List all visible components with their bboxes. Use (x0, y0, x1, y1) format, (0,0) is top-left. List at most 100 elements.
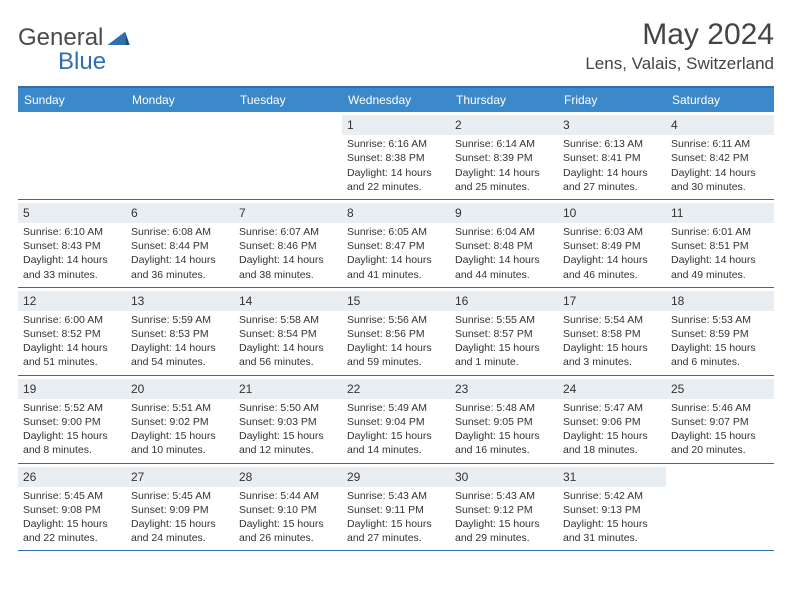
brand-part1: General (18, 24, 103, 51)
calendar-week: 12Sunrise: 6:00 AMSunset: 8:52 PMDayligh… (18, 288, 774, 376)
daylight-text: Daylight: 14 hours and 46 minutes. (563, 253, 661, 281)
page-header: GeneralBlue May 2024 Lens, Valais, Switz… (18, 18, 774, 76)
daylight-text: Daylight: 15 hours and 8 minutes. (23, 429, 121, 457)
day-number: 29 (342, 467, 450, 487)
sunset-text: Sunset: 9:13 PM (563, 503, 661, 517)
day-number: 8 (342, 203, 450, 223)
calendar-cell-empty (234, 112, 342, 199)
sunset-text: Sunset: 8:49 PM (563, 239, 661, 253)
sunrise-text: Sunrise: 6:00 AM (23, 313, 121, 327)
day-number: 26 (18, 467, 126, 487)
sunset-text: Sunset: 8:57 PM (455, 327, 553, 341)
sunrise-text: Sunrise: 6:14 AM (455, 137, 553, 151)
sunrise-text: Sunrise: 6:07 AM (239, 225, 337, 239)
daylight-text: Daylight: 15 hours and 24 minutes. (131, 517, 229, 545)
calendar-cell: 24Sunrise: 5:47 AMSunset: 9:06 PMDayligh… (558, 376, 666, 463)
sunset-text: Sunset: 9:05 PM (455, 415, 553, 429)
day-number: 19 (18, 379, 126, 399)
title-block: May 2024 Lens, Valais, Switzerland (585, 18, 774, 74)
day-number: 28 (234, 467, 342, 487)
sunset-text: Sunset: 8:43 PM (23, 239, 121, 253)
day-number: 13 (126, 291, 234, 311)
calendar-cell: 28Sunrise: 5:44 AMSunset: 9:10 PMDayligh… (234, 464, 342, 551)
dow-monday: Monday (126, 88, 234, 112)
daylight-text: Daylight: 14 hours and 36 minutes. (131, 253, 229, 281)
sunset-text: Sunset: 8:56 PM (347, 327, 445, 341)
sunrise-text: Sunrise: 5:48 AM (455, 401, 553, 415)
calendar-cell: 16Sunrise: 5:55 AMSunset: 8:57 PMDayligh… (450, 288, 558, 375)
calendar-grid: Sunday Monday Tuesday Wednesday Thursday… (18, 86, 774, 551)
sunrise-text: Sunrise: 6:10 AM (23, 225, 121, 239)
daylight-text: Daylight: 15 hours and 6 minutes. (671, 341, 769, 369)
calendar-week: 5Sunrise: 6:10 AMSunset: 8:43 PMDaylight… (18, 200, 774, 288)
calendar-cell: 6Sunrise: 6:08 AMSunset: 8:44 PMDaylight… (126, 200, 234, 287)
sunset-text: Sunset: 8:42 PM (671, 151, 769, 165)
day-number: 20 (126, 379, 234, 399)
calendar-cell: 14Sunrise: 5:58 AMSunset: 8:54 PMDayligh… (234, 288, 342, 375)
sunrise-text: Sunrise: 5:43 AM (455, 489, 553, 503)
calendar-cell: 27Sunrise: 5:45 AMSunset: 9:09 PMDayligh… (126, 464, 234, 551)
daylight-text: Daylight: 15 hours and 18 minutes. (563, 429, 661, 457)
day-number: 18 (666, 291, 774, 311)
sunset-text: Sunset: 8:59 PM (671, 327, 769, 341)
calendar-cell: 1Sunrise: 6:16 AMSunset: 8:38 PMDaylight… (342, 112, 450, 199)
sunrise-text: Sunrise: 5:43 AM (347, 489, 445, 503)
dow-friday: Friday (558, 88, 666, 112)
calendar-cell: 26Sunrise: 5:45 AMSunset: 9:08 PMDayligh… (18, 464, 126, 551)
calendar-cell: 17Sunrise: 5:54 AMSunset: 8:58 PMDayligh… (558, 288, 666, 375)
calendar-cell: 30Sunrise: 5:43 AMSunset: 9:12 PMDayligh… (450, 464, 558, 551)
calendar-cell: 5Sunrise: 6:10 AMSunset: 8:43 PMDaylight… (18, 200, 126, 287)
sunset-text: Sunset: 8:51 PM (671, 239, 769, 253)
daylight-text: Daylight: 14 hours and 51 minutes. (23, 341, 121, 369)
calendar-cell: 2Sunrise: 6:14 AMSunset: 8:39 PMDaylight… (450, 112, 558, 199)
daylight-text: Daylight: 14 hours and 30 minutes. (671, 166, 769, 194)
sunset-text: Sunset: 9:10 PM (239, 503, 337, 517)
sunset-text: Sunset: 8:41 PM (563, 151, 661, 165)
calendar-cell-empty (18, 112, 126, 199)
day-number: 12 (18, 291, 126, 311)
month-title: May 2024 (585, 18, 774, 52)
calendar-cell: 9Sunrise: 6:04 AMSunset: 8:48 PMDaylight… (450, 200, 558, 287)
daylight-text: Daylight: 15 hours and 22 minutes. (23, 517, 121, 545)
daylight-text: Daylight: 14 hours and 49 minutes. (671, 253, 769, 281)
sunrise-text: Sunrise: 5:52 AM (23, 401, 121, 415)
calendar-page: GeneralBlue May 2024 Lens, Valais, Switz… (0, 0, 792, 551)
sunrise-text: Sunrise: 6:01 AM (671, 225, 769, 239)
daylight-text: Daylight: 14 hours and 38 minutes. (239, 253, 337, 281)
sunrise-text: Sunrise: 6:05 AM (347, 225, 445, 239)
calendar-cell: 18 Sunrise: 5:53 AMSunset: 8:59 PMDayligh… (666, 288, 774, 375)
day-number: 16 (450, 291, 558, 311)
daylight-text: Daylight: 14 hours and 25 minutes. (455, 166, 553, 194)
sunset-text: Sunset: 9:06 PM (563, 415, 661, 429)
sunrise-text: Sunrise: 6:13 AM (563, 137, 661, 151)
calendar-cell-empty (126, 112, 234, 199)
calendar-week: 19Sunrise: 5:52 AMSunset: 9:00 PMDayligh… (18, 376, 774, 464)
sunrise-text: Sunrise: 6:03 AM (563, 225, 661, 239)
sunrise-text: Sunrise: 5:45 AM (23, 489, 121, 503)
sunrise-text: Sunrise: 6:16 AM (347, 137, 445, 151)
daylight-text: Daylight: 15 hours and 10 minutes. (131, 429, 229, 457)
daylight-text: Daylight: 15 hours and 3 minutes. (563, 341, 661, 369)
daylight-text: Daylight: 14 hours and 56 minutes. (239, 341, 337, 369)
day-number: 14 (234, 291, 342, 311)
sunrise-text: Sunrise: 5:54 AM (563, 313, 661, 327)
weeks-container: 1Sunrise: 6:16 AMSunset: 8:38 PMDaylight… (18, 112, 774, 551)
sunrise-text: Sunrise: 5:53 AM (671, 313, 769, 327)
brand-triangle-icon (107, 24, 131, 52)
sunrise-text: Sunrise: 5:58 AM (239, 313, 337, 327)
calendar-cell: 4Sunrise: 6:11 AMSunset: 8:42 PMDaylight… (666, 112, 774, 199)
sunrise-text: Sunrise: 5:45 AM (131, 489, 229, 503)
sunset-text: Sunset: 9:00 PM (23, 415, 121, 429)
brand-logo: GeneralBlue (18, 18, 131, 76)
daylight-text: Daylight: 15 hours and 16 minutes. (455, 429, 553, 457)
dow-tuesday: Tuesday (234, 88, 342, 112)
daylight-text: Daylight: 14 hours and 27 minutes. (563, 166, 661, 194)
sunrise-text: Sunrise: 5:56 AM (347, 313, 445, 327)
sunset-text: Sunset: 8:52 PM (23, 327, 121, 341)
day-number: 11 (666, 203, 774, 223)
dow-thursday: Thursday (450, 88, 558, 112)
sunset-text: Sunset: 8:58 PM (563, 327, 661, 341)
calendar-cell: 10Sunrise: 6:03 AMSunset: 8:49 PMDayligh… (558, 200, 666, 287)
sunrise-text: Sunrise: 5:59 AM (131, 313, 229, 327)
day-number: 23 (450, 379, 558, 399)
